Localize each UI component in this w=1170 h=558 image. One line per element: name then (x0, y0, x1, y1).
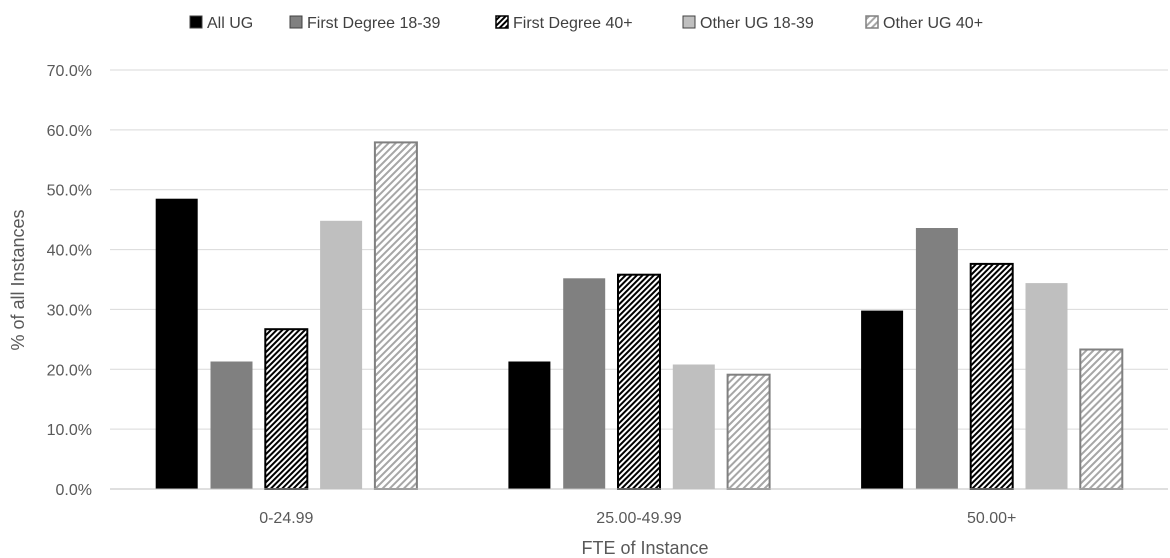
bar (861, 310, 904, 489)
y-tick-label: 50.0% (47, 183, 92, 200)
legend-swatch (865, 15, 879, 29)
bar (508, 361, 551, 489)
legend-swatch (189, 15, 203, 29)
legend: All UG First Degree 18-39 First Degree 40+… (189, 15, 983, 32)
y-tick-label: 70.0% (47, 63, 92, 80)
y-tick-label: 20.0% (47, 362, 92, 379)
bar (1079, 348, 1124, 490)
bar (320, 220, 363, 490)
x-axis-ticks: 0-24.99 25.00-49.99 50.00+ (259, 510, 1016, 527)
x-tick-label: 0-24.99 (259, 510, 313, 527)
bar (563, 278, 606, 489)
y-tick-label: 10.0% (47, 422, 92, 439)
y-axis-ticks: 0.0% 10.0% 20.0% 30.0% 40.0% 50.0% 60.0% 70.0% (47, 63, 92, 499)
legend-label: Other UG 18-39 (700, 15, 814, 32)
legend-swatch (289, 15, 303, 29)
legend-label: First Degree 18-39 (307, 15, 440, 32)
bar (617, 273, 661, 491)
bars (155, 141, 1124, 491)
bar (915, 228, 958, 489)
legend-swatch (682, 15, 696, 29)
bar (969, 262, 1014, 490)
bar (210, 361, 253, 489)
y-tick-label: 0.0% (56, 482, 92, 499)
legend-swatch (495, 15, 509, 29)
x-axis-title: FTE of Instance (581, 538, 708, 558)
y-axis-title: % of all Instances (8, 209, 28, 350)
legend-label: First Degree 40+ (513, 15, 633, 32)
bar (672, 364, 715, 489)
y-tick-label: 40.0% (47, 243, 92, 260)
bar (726, 373, 771, 491)
y-tick-label: 30.0% (47, 302, 92, 319)
x-tick-label: 25.00-49.99 (596, 510, 682, 527)
y-tick-label: 60.0% (47, 123, 92, 140)
legend-label: Other UG 40+ (883, 15, 983, 32)
legend-label: All UG (207, 15, 253, 32)
bar (373, 141, 418, 490)
bar (264, 328, 309, 491)
x-tick-label: 50.00+ (967, 510, 1016, 527)
bar (1025, 283, 1068, 489)
bar (155, 198, 198, 489)
